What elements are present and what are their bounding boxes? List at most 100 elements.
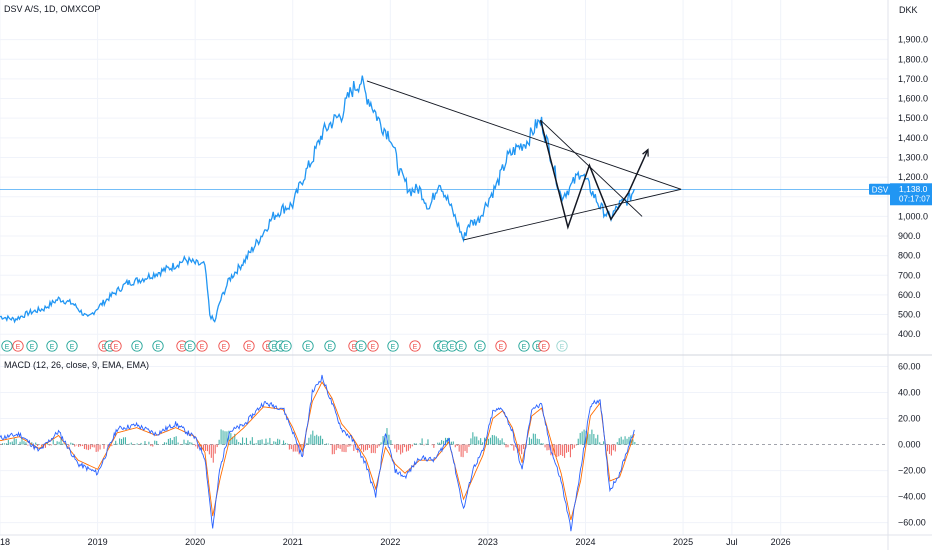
- earnings-marker[interactable]: E: [280, 340, 292, 352]
- symbol-title[interactable]: DSV A/S, 1D, OMXCOP: [4, 4, 101, 14]
- price-series-line[interactable]: [0, 75, 635, 324]
- price-tick-label[interactable]: 1,800.0: [898, 54, 928, 64]
- price-tick-label[interactable]: 1,200.0: [898, 172, 928, 182]
- price-tick-label[interactable]: 1,900.0: [898, 35, 928, 45]
- macd-tick-label[interactable]: 60.00: [898, 362, 921, 372]
- earnings-marker[interactable]: E: [474, 340, 486, 352]
- price-tick-label[interactable]: 600.0: [898, 290, 921, 300]
- histogram-bar: [470, 438, 472, 445]
- earnings-marker[interactable]: E: [26, 340, 38, 352]
- earnings-marker[interactable]: E: [196, 340, 208, 352]
- histogram-bar: [337, 444, 339, 449]
- histogram-bar: [11, 441, 13, 445]
- time-tick-label[interactable]: 2025: [673, 537, 693, 547]
- earnings-marker[interactable]: E: [152, 340, 164, 352]
- price-tick-label[interactable]: 1,400.0: [898, 133, 928, 143]
- price-tick-label[interactable]: 400.0: [898, 329, 921, 339]
- histogram-bar: [150, 444, 152, 447]
- last-price-badge: 1,138.0 07:17:07: [890, 183, 932, 206]
- currency-label[interactable]: DKK: [899, 5, 918, 15]
- earnings-marker[interactable]: E: [324, 340, 336, 352]
- earnings-marker[interactable]: E: [538, 340, 550, 352]
- w-pattern[interactable]: [539, 120, 630, 230]
- minor-downtrend[interactable]: [540, 119, 643, 217]
- earnings-marker[interactable]: E: [518, 340, 530, 352]
- price-tick-label[interactable]: 1,300.0: [898, 152, 928, 162]
- trend-drawings[interactable]: [366, 80, 682, 241]
- histogram-bar: [95, 444, 97, 452]
- earnings-marker[interactable]: E: [409, 340, 421, 352]
- macd-tick-label[interactable]: −20.00: [898, 466, 926, 476]
- histogram-bar: [331, 444, 333, 455]
- time-tick-label[interactable]: Jul: [726, 537, 738, 547]
- histogram-bar: [345, 444, 347, 453]
- histogram-bar: [591, 429, 593, 445]
- histogram-bar: [378, 444, 380, 447]
- earnings-marker[interactable]: E: [131, 340, 143, 352]
- price-tick-label[interactable]: 500.0: [898, 310, 921, 320]
- histogram-bar: [569, 444, 571, 458]
- histogram-bar: [487, 438, 490, 445]
- earnings-markers[interactable]: EEEEEEEEEEEEEEEEEEEEEEEEEEEEEEEEEEEE: [1, 340, 568, 352]
- time-tick-label[interactable]: 2021: [283, 537, 303, 547]
- macd-tick-label[interactable]: 20.00: [898, 414, 921, 424]
- earnings-marker[interactable]: E: [387, 340, 399, 352]
- price-tick-label[interactable]: 700.0: [898, 270, 921, 280]
- earnings-marker[interactable]: E: [110, 340, 122, 352]
- projection-arrow[interactable]: [627, 149, 649, 194]
- time-tick-label[interactable]: 2026: [771, 537, 791, 547]
- time-tick-label[interactable]: 2020: [185, 537, 205, 547]
- macd-tick-label[interactable]: −40.00: [898, 492, 926, 502]
- histogram-bar: [589, 434, 591, 445]
- histogram-bar: [484, 437, 486, 445]
- earnings-marker[interactable]: E: [184, 340, 196, 352]
- macd-series-line[interactable]: [0, 374, 635, 532]
- earnings-marker-circle: [367, 340, 379, 352]
- histogram-bar: [517, 444, 519, 453]
- earnings-marker[interactable]: E: [218, 340, 230, 352]
- histogram-bar: [284, 442, 287, 445]
- histogram-bar: [83, 444, 86, 449]
- price-tick-label[interactable]: 900.0: [898, 231, 921, 241]
- earnings-marker-circle: [152, 340, 164, 352]
- earnings-marker[interactable]: E: [66, 340, 78, 352]
- earnings-marker[interactable]: E: [367, 340, 379, 352]
- histogram-bar: [13, 437, 15, 445]
- time-tick-label[interactable]: 2018: [0, 537, 10, 547]
- time-tick-label[interactable]: 2019: [88, 537, 108, 547]
- macd-tick-label[interactable]: 0.000: [898, 440, 921, 450]
- earnings-marker[interactable]: E: [1, 340, 13, 352]
- earnings-marker[interactable]: E: [556, 340, 568, 352]
- earnings-marker-glyph: E: [272, 344, 277, 351]
- earnings-marker[interactable]: E: [302, 340, 314, 352]
- time-tick-label[interactable]: 2024: [575, 537, 595, 547]
- earnings-marker[interactable]: E: [243, 340, 255, 352]
- price-tick-label[interactable]: 800.0: [898, 251, 921, 261]
- earnings-marker[interactable]: E: [12, 340, 24, 352]
- earnings-marker[interactable]: E: [46, 340, 58, 352]
- histogram-bar: [441, 440, 443, 445]
- earnings-marker[interactable]: E: [495, 340, 507, 352]
- time-tick-label[interactable]: 2022: [380, 537, 400, 547]
- macd-tick-label[interactable]: −60.00: [898, 518, 926, 528]
- price-tick-label[interactable]: 1,700.0: [898, 74, 928, 84]
- price-tick-label[interactable]: 1,600.0: [898, 94, 928, 104]
- price-axis-ticks[interactable]: 1,900.0 1,800.0 1,700.0 1,600.0 1,500.0 1,400…: [898, 35, 928, 340]
- histogram-bar: [347, 444, 349, 447]
- earnings-marker[interactable]: E: [438, 340, 450, 352]
- earnings-marker-glyph: E: [352, 344, 357, 351]
- histogram-bar: [171, 440, 173, 445]
- macd-tick-label[interactable]: 40.00: [898, 388, 921, 398]
- signal-series-line[interactable]: [0, 381, 635, 521]
- price-tick-label[interactable]: 1,000.0: [898, 211, 928, 221]
- earnings-marker[interactable]: E: [455, 340, 467, 352]
- price-tick-label[interactable]: 1,500.0: [898, 113, 928, 123]
- upper-trendline[interactable]: [366, 80, 682, 190]
- macd-legend[interactable]: MACD (12, 26, close, 9, EMA, EMA): [4, 360, 149, 370]
- earnings-marker[interactable]: E: [355, 340, 367, 352]
- histogram-bar: [618, 438, 620, 445]
- macd-axis-ticks[interactable]: 60.00 40.00 20.00 0.000 −20.00 −40.00 −60.00: [898, 362, 926, 528]
- time-tick-label[interactable]: 2023: [478, 537, 498, 547]
- time-axis-ticks[interactable]: 2018 2019 2020 2021 2022 2023 2024 2025 Jul 2026: [0, 537, 791, 547]
